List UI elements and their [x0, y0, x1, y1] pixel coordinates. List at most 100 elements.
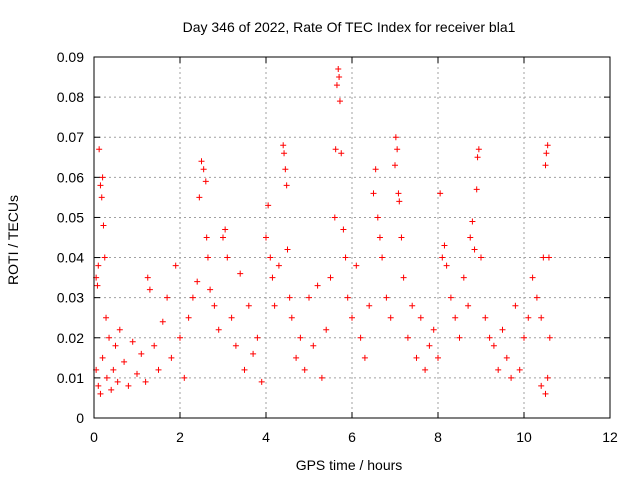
data-point [392, 134, 399, 141]
data-point [467, 234, 474, 241]
data-point [336, 98, 343, 105]
data-point [335, 66, 342, 73]
data-point [543, 150, 550, 157]
data-point [542, 390, 549, 397]
data-point [376, 234, 383, 241]
data-point [96, 146, 103, 153]
data-point [417, 314, 424, 321]
data-point [245, 302, 252, 309]
data-point [474, 154, 481, 161]
data-point [265, 202, 272, 209]
data-point [353, 262, 360, 269]
data-point [168, 354, 175, 361]
y-tick-label: 0.01 [57, 370, 84, 386]
data-point [310, 342, 317, 349]
x-tick-label: 4 [262, 429, 270, 445]
y-tick-label: 0 [76, 410, 84, 426]
data-point [286, 294, 293, 301]
data-point [383, 294, 390, 301]
data-point [103, 374, 110, 381]
data-point [237, 270, 244, 277]
data-point [100, 222, 107, 229]
data-point [306, 294, 312, 301]
data-point [495, 366, 502, 373]
data-point [138, 350, 145, 357]
data-point [533, 294, 540, 301]
data-point [340, 226, 347, 233]
data-point [202, 178, 209, 185]
data-point [482, 314, 489, 321]
data-point [342, 254, 349, 261]
data-point [475, 146, 482, 153]
data-point [499, 326, 506, 333]
data-point [426, 342, 433, 349]
data-point [185, 314, 192, 321]
data-point [269, 274, 276, 281]
data-point [215, 326, 222, 333]
data-point [478, 254, 484, 261]
data-point [129, 338, 136, 345]
data-point [544, 374, 551, 381]
data-point [198, 158, 205, 165]
data-point [220, 234, 226, 241]
data-point [332, 146, 339, 153]
data-point [400, 274, 407, 281]
data-point [101, 254, 108, 261]
data-point [392, 162, 398, 169]
data-point [284, 246, 291, 253]
data-point [222, 226, 229, 233]
data-point [538, 382, 545, 389]
data-point [344, 294, 351, 301]
data-point [142, 378, 149, 385]
data-point [267, 254, 274, 261]
data-point [469, 218, 476, 225]
data-point [323, 326, 330, 333]
data-point [435, 354, 441, 361]
data-point [490, 342, 497, 349]
data-point [361, 354, 368, 361]
data-point [281, 150, 288, 157]
data-point [99, 174, 106, 181]
data-point [314, 282, 321, 289]
y-tick-label: 0.02 [57, 330, 84, 346]
data-point [211, 302, 218, 309]
data-point [370, 190, 377, 197]
data-point [204, 254, 211, 261]
data-point [349, 314, 355, 321]
data-point [250, 350, 257, 357]
y-tick-label: 0.06 [57, 169, 84, 185]
y-tick-label: 0.04 [57, 250, 84, 266]
data-point [194, 278, 201, 285]
data-point [95, 262, 102, 269]
data-point [172, 262, 179, 269]
x-tick-label: 8 [434, 429, 442, 445]
data-point [151, 342, 158, 349]
data-point [331, 214, 338, 221]
data-point [456, 334, 463, 341]
x-tick-label: 2 [176, 429, 184, 445]
data-point [544, 142, 551, 149]
x-tick-label: 10 [516, 429, 532, 445]
data-point [545, 254, 552, 261]
data-point [374, 214, 381, 221]
x-tick-label: 0 [90, 429, 98, 445]
chart-title: Day 346 of 2022, Rate Of TEC Index for r… [183, 19, 516, 35]
data-point [271, 302, 278, 309]
data-point [439, 254, 446, 261]
data-point [452, 314, 459, 321]
data-point [97, 390, 104, 397]
data-point [108, 386, 115, 393]
data-point [333, 82, 340, 89]
data-point [318, 374, 325, 381]
data-point [396, 198, 403, 205]
data-point [241, 366, 248, 373]
data-point [338, 150, 345, 157]
axis-ticks: 0 0.01 0.02 0.03 0.04 0.05 0.06 0.07 0.08 0.09 0 2 4… [57, 49, 618, 445]
data-point [301, 366, 308, 373]
y-tick-label: 0.07 [57, 129, 84, 145]
data-point [275, 262, 282, 269]
data-point [538, 314, 545, 321]
data-point [177, 334, 183, 341]
data-point [146, 286, 153, 293]
